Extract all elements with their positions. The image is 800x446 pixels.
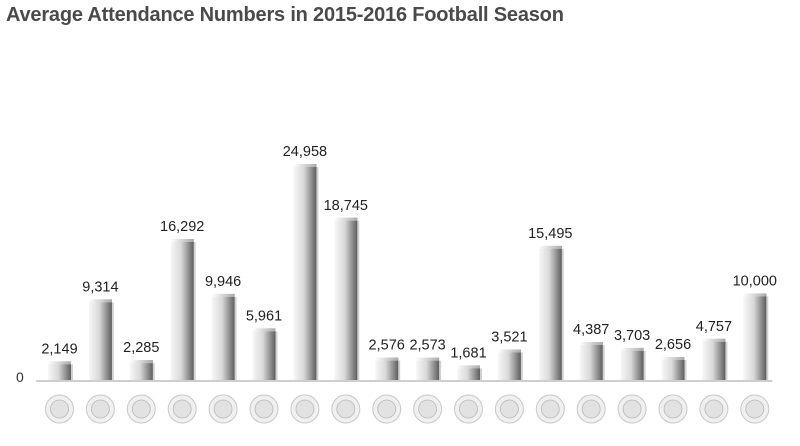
bar-top-bevel — [88, 299, 112, 303]
bars-layer — [48, 164, 769, 380]
bar-12 — [497, 349, 521, 380]
bar-top-bevel — [375, 357, 399, 361]
bar-10 — [416, 357, 440, 380]
bar-shadow — [724, 341, 728, 380]
bar-11 — [457, 365, 480, 380]
rizespor-logo-icon — [658, 394, 688, 424]
akhisar-logo-icon — [45, 394, 74, 424]
konyaspor-logo-icon — [535, 394, 565, 424]
bar-16 — [661, 357, 685, 380]
kasimpasa-logo-icon — [454, 394, 483, 424]
bar-shadow — [519, 352, 523, 380]
value-label: 4,387 — [573, 322, 609, 338]
sivasspor-logo-icon — [699, 394, 729, 424]
bar-top-bevel — [170, 239, 194, 243]
bar-shadow — [479, 368, 482, 380]
bar-8 — [334, 217, 358, 380]
bar-shadow — [315, 167, 319, 380]
value-label: 3,521 — [491, 330, 527, 346]
bar-4 — [170, 239, 194, 380]
galatasaray-logo-icon — [331, 394, 361, 424]
value-label: 9,946 — [205, 274, 241, 290]
bar-shadow — [110, 302, 114, 380]
value-label: 2,576 — [369, 338, 405, 354]
bar-3 — [129, 360, 153, 380]
value-label: 24,958 — [283, 144, 327, 160]
besiktas-logo-icon — [167, 394, 197, 424]
bar-shadow — [438, 360, 442, 380]
bar-shadow — [274, 331, 278, 380]
bar-top-bevel — [211, 293, 235, 297]
bar-shadow — [601, 345, 605, 380]
bar-15 — [620, 347, 644, 380]
bar-14 — [579, 342, 603, 380]
bar-1 — [48, 361, 71, 380]
value-label: 5,961 — [246, 308, 282, 324]
bar-top-bevel — [702, 338, 726, 342]
value-label: 2,149 — [41, 341, 77, 357]
bar-5 — [211, 293, 235, 380]
value-labels-layer: 2,149 9,314 2,285 16,292 9,946 5,961 24,958 18,… — [41, 144, 777, 361]
value-label: 2,285 — [123, 340, 159, 356]
gaziantepspor-logo-icon — [372, 394, 402, 424]
basaksehir-logo-icon — [126, 394, 156, 424]
bar-shadow — [397, 360, 401, 380]
fenerbahce-logo-icon — [290, 394, 320, 424]
bar-top-bevel — [661, 357, 685, 361]
bar-shadow — [765, 296, 769, 380]
bar-top-bevel — [497, 349, 521, 353]
chart-title: Average Attendance Numbers in 2015-2016 … — [6, 4, 564, 26]
value-label: 10,000 — [733, 273, 777, 289]
value-label: 3,703 — [614, 328, 650, 344]
eskisehirspor-logo-icon — [249, 394, 279, 424]
value-label: 2,656 — [655, 337, 691, 353]
bar-top-bevel — [129, 360, 153, 364]
bar-top-bevel — [252, 328, 276, 332]
bar-13 — [538, 245, 562, 380]
value-label: 16,292 — [160, 219, 204, 235]
bar-9 — [375, 357, 399, 380]
bar-shadow — [356, 220, 360, 380]
bar-top-bevel — [334, 217, 358, 221]
value-label: 15,495 — [528, 226, 572, 242]
bar-shadow — [683, 360, 687, 380]
bar-shadow — [70, 364, 73, 380]
trabzonspor-logo-icon — [740, 394, 770, 424]
bar-7 — [293, 164, 317, 380]
value-label: 1,681 — [450, 345, 486, 361]
value-label: 4,757 — [696, 319, 732, 335]
bar-shadow — [233, 296, 237, 380]
bar-top-bevel — [416, 357, 440, 361]
antalyaspor-logo-icon — [85, 394, 115, 424]
mersin-logo-icon — [576, 394, 606, 424]
value-label: 18,745 — [324, 198, 368, 214]
bar-shadow — [560, 248, 564, 380]
bar-top-bevel — [579, 342, 603, 346]
y-tick-label-zero: 0 — [16, 369, 24, 385]
osmanlispor-logo-icon — [617, 394, 647, 424]
bar-shadow — [642, 350, 646, 380]
bar-6 — [252, 328, 276, 380]
team-logos-layer — [45, 394, 770, 424]
bar-top-bevel — [457, 365, 480, 369]
genclerbirligi-logo-icon — [413, 394, 443, 424]
bursaspor-logo-icon — [208, 394, 238, 424]
bar-top-bevel — [743, 293, 767, 297]
bar-top-bevel — [538, 245, 562, 249]
bar-top-bevel — [620, 347, 644, 351]
kayserispor-logo-icon — [494, 394, 524, 424]
bar-17 — [702, 338, 726, 380]
value-label: 2,573 — [409, 338, 445, 354]
bar-top-bevel — [293, 164, 317, 167]
bar-shadow — [151, 363, 155, 380]
bar-shadow — [192, 242, 196, 380]
value-label: 9,314 — [82, 279, 118, 295]
bar-18 — [743, 293, 767, 380]
bar-top-bevel — [48, 361, 71, 365]
bar-2 — [88, 299, 112, 380]
